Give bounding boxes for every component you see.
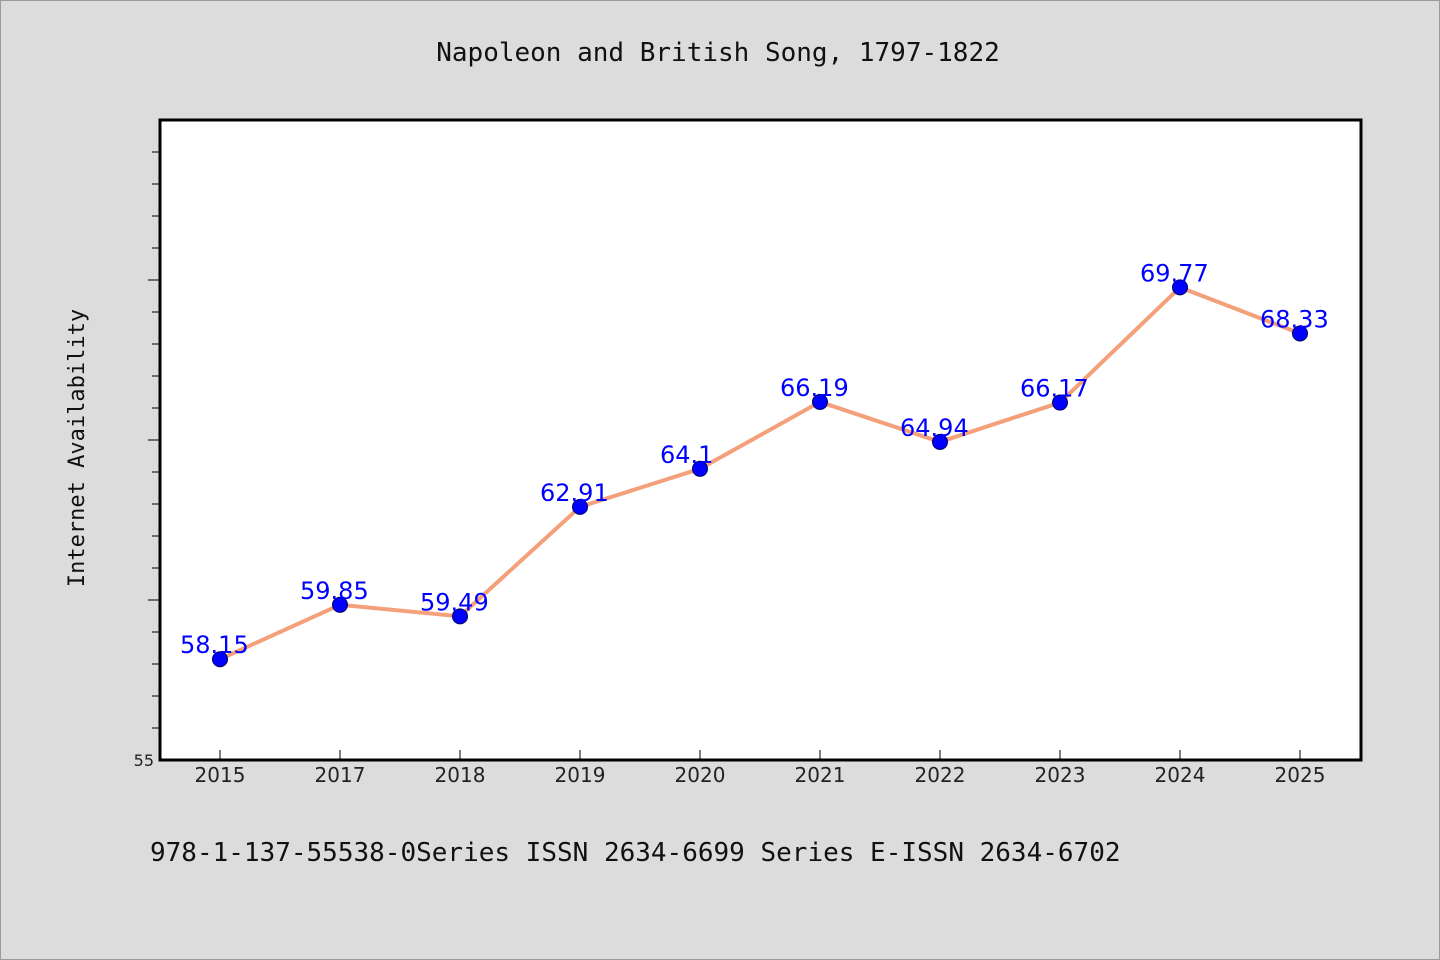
data-point bbox=[932, 433, 948, 450]
data-point bbox=[1172, 279, 1188, 296]
data-markers bbox=[212, 279, 1308, 668]
data-label: 59.49 bbox=[420, 588, 489, 616]
data-point bbox=[212, 651, 228, 668]
x-tick-label: 2025 bbox=[1275, 763, 1326, 787]
data-point bbox=[812, 393, 828, 410]
x-tick-label: 2015 bbox=[195, 763, 246, 787]
x-tick-label: 2023 bbox=[1035, 763, 1086, 787]
data-label: 58.15 bbox=[180, 631, 249, 659]
data-point bbox=[692, 460, 708, 477]
footer-isbn-text: 978-1-137-55538-0Series ISSN 2634-6699 S… bbox=[150, 838, 1121, 868]
x-tick-label: 2021 bbox=[795, 763, 846, 787]
data-point bbox=[332, 596, 348, 613]
data-point bbox=[1292, 325, 1308, 342]
x-axis: 2015 2017 2018 2019 2020 2021 2022 2023 2024 2025 bbox=[195, 750, 1326, 787]
data-label: 62.91 bbox=[540, 479, 609, 507]
data-label: 66.19 bbox=[780, 374, 849, 402]
y-axis-label: Internet Availability bbox=[65, 309, 90, 587]
x-tick-label: 2020 bbox=[675, 763, 726, 787]
data-point bbox=[452, 608, 468, 625]
data-point bbox=[1052, 394, 1068, 411]
data-label: 64.1 bbox=[660, 441, 713, 469]
x-tick-label: 2018 bbox=[435, 763, 486, 787]
x-tick-label: 2024 bbox=[1155, 763, 1206, 787]
series-line bbox=[219, 285, 1301, 662]
x-tick-label: 2019 bbox=[555, 763, 606, 787]
data-point bbox=[572, 498, 588, 515]
data-label: 66.17 bbox=[1020, 375, 1089, 403]
data-label: 68.33 bbox=[1260, 305, 1329, 333]
series-line-group bbox=[219, 285, 1301, 662]
plot-area bbox=[158, 118, 1363, 762]
data-label: 59.85 bbox=[300, 577, 369, 605]
y-tick-label: 55 bbox=[134, 751, 154, 770]
data-label: 69.77 bbox=[1140, 259, 1209, 287]
data-label: 64.94 bbox=[900, 414, 969, 442]
x-tick-label: 2017 bbox=[315, 763, 366, 787]
chart-title: Napoleon and British Song, 1797-1822 bbox=[436, 38, 1000, 68]
y-axis: 55 bbox=[134, 151, 160, 770]
data-labels: 58.15 59.85 59.49 62.91 64.1 66.19 64.94 66.17 6… bbox=[180, 259, 1329, 659]
x-tick-label: 2022 bbox=[915, 763, 966, 787]
